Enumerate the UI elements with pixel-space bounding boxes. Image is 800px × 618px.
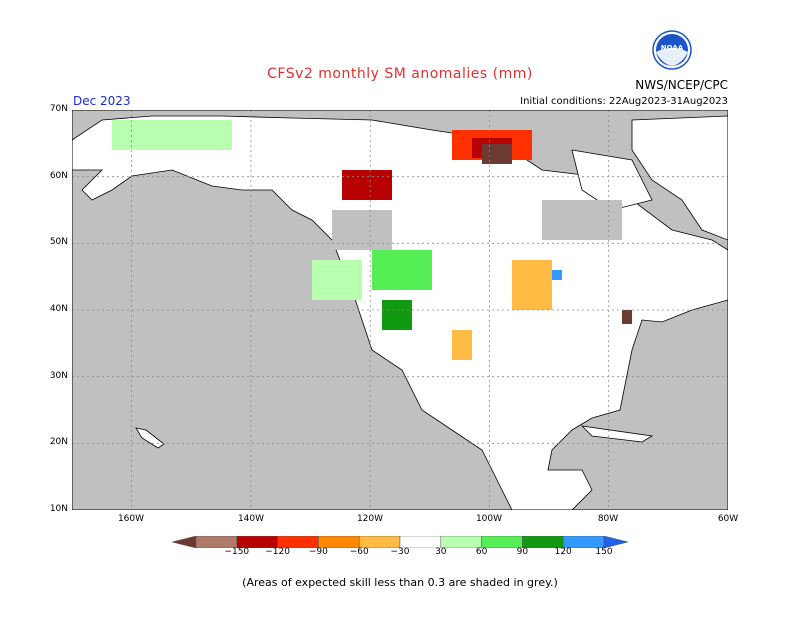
graticule (72, 110, 728, 510)
lat-label-10: 10N (49, 504, 68, 514)
patch-darkgreen (382, 300, 412, 330)
patch-brown-2 (622, 310, 632, 324)
colorbar-tick-label: 30 (435, 547, 447, 557)
colorbar-tick-label: −60 (349, 547, 369, 557)
logo-text: NOAA (661, 44, 684, 52)
anomaly-map (72, 110, 728, 510)
lon-label-140w: 140W (237, 514, 265, 524)
patch-orange-2 (452, 330, 472, 360)
lat-label-20: 20N (49, 437, 68, 447)
patch-blue (552, 270, 562, 280)
cuba-land (580, 425, 654, 443)
patch-green-2 (112, 120, 232, 150)
baffin-land (571, 149, 653, 211)
forecast-month: Dec 2023 (73, 94, 131, 108)
lon-label-100w: 100W (475, 514, 503, 524)
patch-grey-1 (332, 210, 392, 250)
patch-lightgreen (312, 260, 362, 300)
colorbar-tick-label: −90 (308, 547, 328, 557)
colorbar-tick-label: 120 (554, 547, 572, 557)
patch-brown (482, 144, 512, 164)
map-title: CFSv2 monthly SM anomalies (mm) (267, 66, 533, 82)
greenland-land (631, 115, 728, 241)
lat-label-50: 50N (49, 237, 68, 247)
colorbar-swatch (172, 536, 197, 548)
lat-label-70: 70N (49, 104, 68, 114)
lon-label-80w: 80W (597, 514, 619, 524)
lat-label-30: 30N (49, 371, 68, 381)
colorbar-tick-label: −120 (265, 547, 290, 557)
patch-red-2 (342, 170, 392, 200)
colorbar-tick-label: −150 (224, 547, 250, 557)
patch-orange (512, 260, 552, 310)
colorbar-tick-label: 60 (475, 547, 488, 557)
patch-grey-2 (542, 200, 622, 240)
colorbar-swatch (603, 536, 628, 548)
colorbar-tick-label: 90 (516, 547, 529, 557)
lat-label-40: 40N (49, 304, 68, 314)
initial-conditions: Initial conditions: 22Aug2023-31Aug2023 (520, 96, 728, 107)
noaa-logo-icon: NOAA (652, 30, 692, 70)
colorbar-tick-label: 150 (595, 547, 613, 557)
patch-green (372, 250, 432, 290)
colorbar (172, 536, 628, 548)
lon-label-160w: 160W (117, 514, 145, 524)
lat-label-60: 60N (49, 171, 68, 181)
lon-label-120w: 120W (356, 514, 384, 524)
skill-note: (Areas of expected skill less than 0.3 a… (242, 576, 558, 589)
lon-label-60w: 60W (717, 514, 739, 524)
org-label: NWS/NCEP/CPC (635, 78, 728, 92)
colorbar-tick-label: −30 (390, 547, 410, 557)
